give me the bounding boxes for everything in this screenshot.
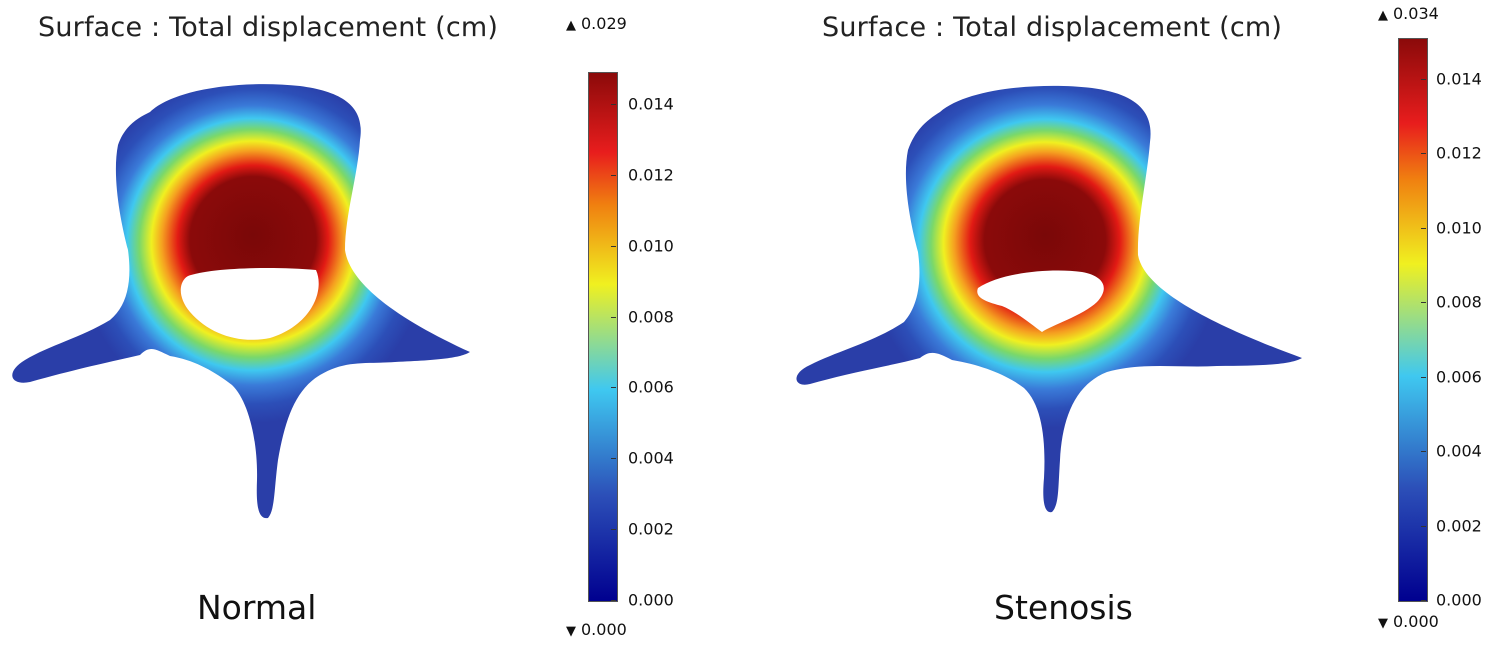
colorbar-stenosis [1398,38,1428,602]
max-label-normal: ▲ 0.029 [566,14,627,33]
tick-mark [1421,227,1426,229]
tick-mark [611,174,616,176]
vertebra-normal [12,84,471,519]
plot-title-normal: Surface : Total displacement (cm) [38,12,499,43]
plot-title-stenosis: Surface : Total displacement (cm) [822,12,1283,43]
min-label-normal: ▼ 0.000 [566,620,627,639]
caption-stenosis: Stenosis [994,588,1133,627]
tick-label: 0.004 [1436,441,1482,461]
tick-mark [1421,302,1426,304]
tick-label: 0.000 [1436,590,1482,610]
panel-normal: Surface : Total displacement (cm) Normal… [12,12,674,639]
max-label-stenosis: ▲ 0.034 [1378,4,1439,23]
tick-label: 0.010 [1436,218,1482,238]
tick-mark [611,316,616,318]
tick-mark [611,103,616,105]
caption-normal: Normal [197,588,317,627]
tick-label: 0.014 [1436,69,1482,89]
min-arrow-icon: ▼ [566,624,576,639]
tick-label: 0.008 [628,307,674,326]
tick-mark [1421,600,1426,601]
tick-mark [611,458,616,460]
tick-label: 0.004 [628,448,674,468]
tick-label: 0.012 [628,165,674,185]
tick-mark [1421,451,1426,453]
tick-mark [1421,153,1426,155]
tick-mark [611,245,616,247]
tick-label: 0.006 [628,377,674,397]
tick-mark [1421,525,1426,527]
tick-label: 0.006 [1436,367,1482,387]
tick-label: 0.008 [1436,292,1482,312]
vertebral-foramen-stenosis [977,270,1104,332]
vertebra-stenosis [796,85,1302,513]
tick-mark [1421,78,1426,80]
panel-stenosis: Surface : Total displacement (cm) Stenos… [752,0,1504,649]
colorbar-normal [588,72,618,602]
tick-label: 0.012 [1436,143,1482,163]
tick-mark [611,387,616,389]
vertebral-foramen-normal [180,268,319,340]
tick-label: 0.000 [628,590,674,610]
tick-mark [611,600,616,601]
tick-mark [611,529,616,531]
min-arrow-icon: ▼ [1378,616,1388,631]
min-label-stenosis: ▼ 0.000 [1378,612,1439,631]
max-arrow-icon: ▲ [566,18,576,33]
max-arrow-icon: ▲ [1378,8,1388,23]
tick-label: 0.010 [628,236,674,256]
tick-label: 0.002 [1436,516,1482,536]
tick-label: 0.002 [628,519,674,539]
tick-mark [1421,376,1426,378]
tick-label: 0.014 [628,94,674,114]
